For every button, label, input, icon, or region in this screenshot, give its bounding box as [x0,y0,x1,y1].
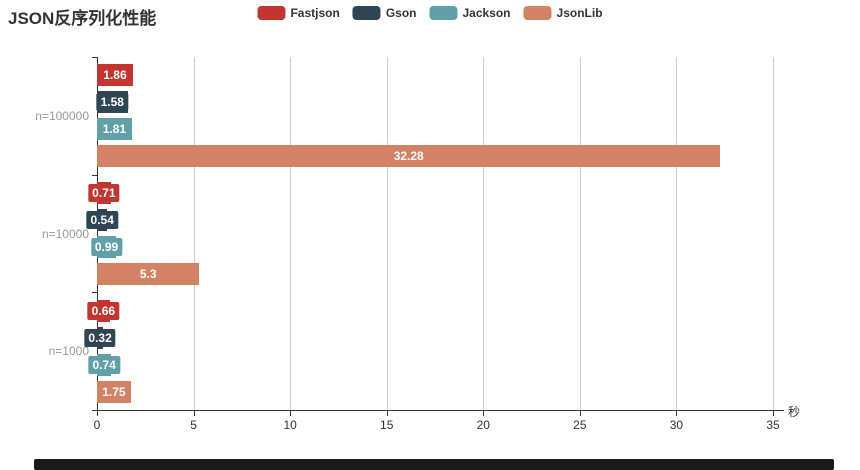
x-tick-label: 25 [573,418,587,432]
x-axis-tick [483,411,485,416]
y-axis-tick [92,410,97,411]
category-label: n=100000 [35,108,89,123]
legend-item-label: Gson [385,6,417,20]
bar-gson-n=1000: 0.32 [84,326,116,349]
bar-jsonlib-n=1000: 1.75 [97,380,131,403]
chart-title: JSON反序列化性能 [8,9,157,28]
gridline-x-5 [193,57,195,410]
bar-jackson-n=10000: 0.99 [90,236,123,258]
legend-swatch-icon [352,6,381,20]
bar-gson-n=10000: 0.54 [86,209,118,231]
legend-item-jackson[interactable]: Jackson [429,6,511,20]
legend-swatch-icon [429,6,458,20]
bar-value-label: 1.86 [99,66,131,85]
bar-jackson-n=100000: 1.81 [97,118,132,141]
x-tick-label: 5 [190,418,197,432]
bar-value-label: 0.54 [86,211,118,229]
y-axis-line [97,57,98,410]
gridline-x-20 [483,57,485,410]
bar-fastjson-n=100000: 1.86 [97,64,133,87]
bar-value-label: 5.3 [135,265,161,283]
x-axis-tick [676,411,678,416]
gridline-x-10 [290,57,292,410]
x-tick-label: 15 [380,418,394,432]
bar-value-label: 0.74 [88,355,120,374]
bar-fastjson-n=10000: 0.71 [88,182,120,204]
gridline-x-30 [676,57,678,410]
bar-value-label: 0.32 [84,328,116,347]
x-tick-label: 0 [93,418,101,432]
category-label: n=10000 [41,226,89,241]
y-axis-tick [92,292,97,294]
gridline-x-15 [386,57,388,410]
x-axis-tick [773,411,774,416]
x-axis-tick [290,411,292,416]
gridline-x-35 [773,57,774,410]
legend-item-label: Fastjson [290,6,340,20]
x-axis-tick [97,411,98,416]
legend-swatch-icon [523,6,552,20]
legend-item-label: JsonLib [556,6,603,20]
x-tick-label: 35 [766,418,780,432]
bar-value-label: 0.99 [90,238,123,256]
x-tick-label: 10 [283,418,297,432]
category-label: n=1000 [48,344,89,359]
bar-value-label: 1.81 [98,120,131,139]
legend-item-jsonlib[interactable]: JsonLib [523,6,603,20]
y-axis-tick [92,174,97,176]
bar-jackson-n=1000: 0.74 [88,353,120,376]
x-axis-line [97,410,784,411]
x-axis-unit-label: 秒 [788,405,801,419]
bottom-edge-bar [34,459,834,470]
legend-item-fastjson[interactable]: Fastjson [257,6,340,20]
y-axis-tick [92,57,97,58]
bar-value-label: 1.58 [96,93,128,112]
bar-fastjson-n=1000: 0.66 [87,299,120,322]
legend-swatch-icon [257,6,286,20]
legend-item-label: Jackson [462,6,511,20]
legend-item-gson[interactable]: Gson [352,6,417,20]
bar-jsonlib-n=10000: 5.3 [97,263,200,285]
bar-gson-n=100000: 1.58 [96,91,128,114]
bar-value-label: 0.66 [87,301,120,320]
bar-value-label: 32.28 [389,147,428,166]
bar-value-label: 1.75 [98,382,130,401]
x-tick-label: 30 [669,418,684,432]
bar-value-label: 0.71 [88,184,120,202]
x-tick-label: 20 [476,418,490,432]
x-axis-tick [579,411,581,416]
gridline-x-25 [579,57,581,410]
bar-jsonlib-n=100000: 32.28 [97,145,721,168]
legend: Fastjson Gson Jackson JsonLib [257,6,603,20]
x-axis-tick [193,411,195,416]
x-axis-tick [386,411,388,416]
